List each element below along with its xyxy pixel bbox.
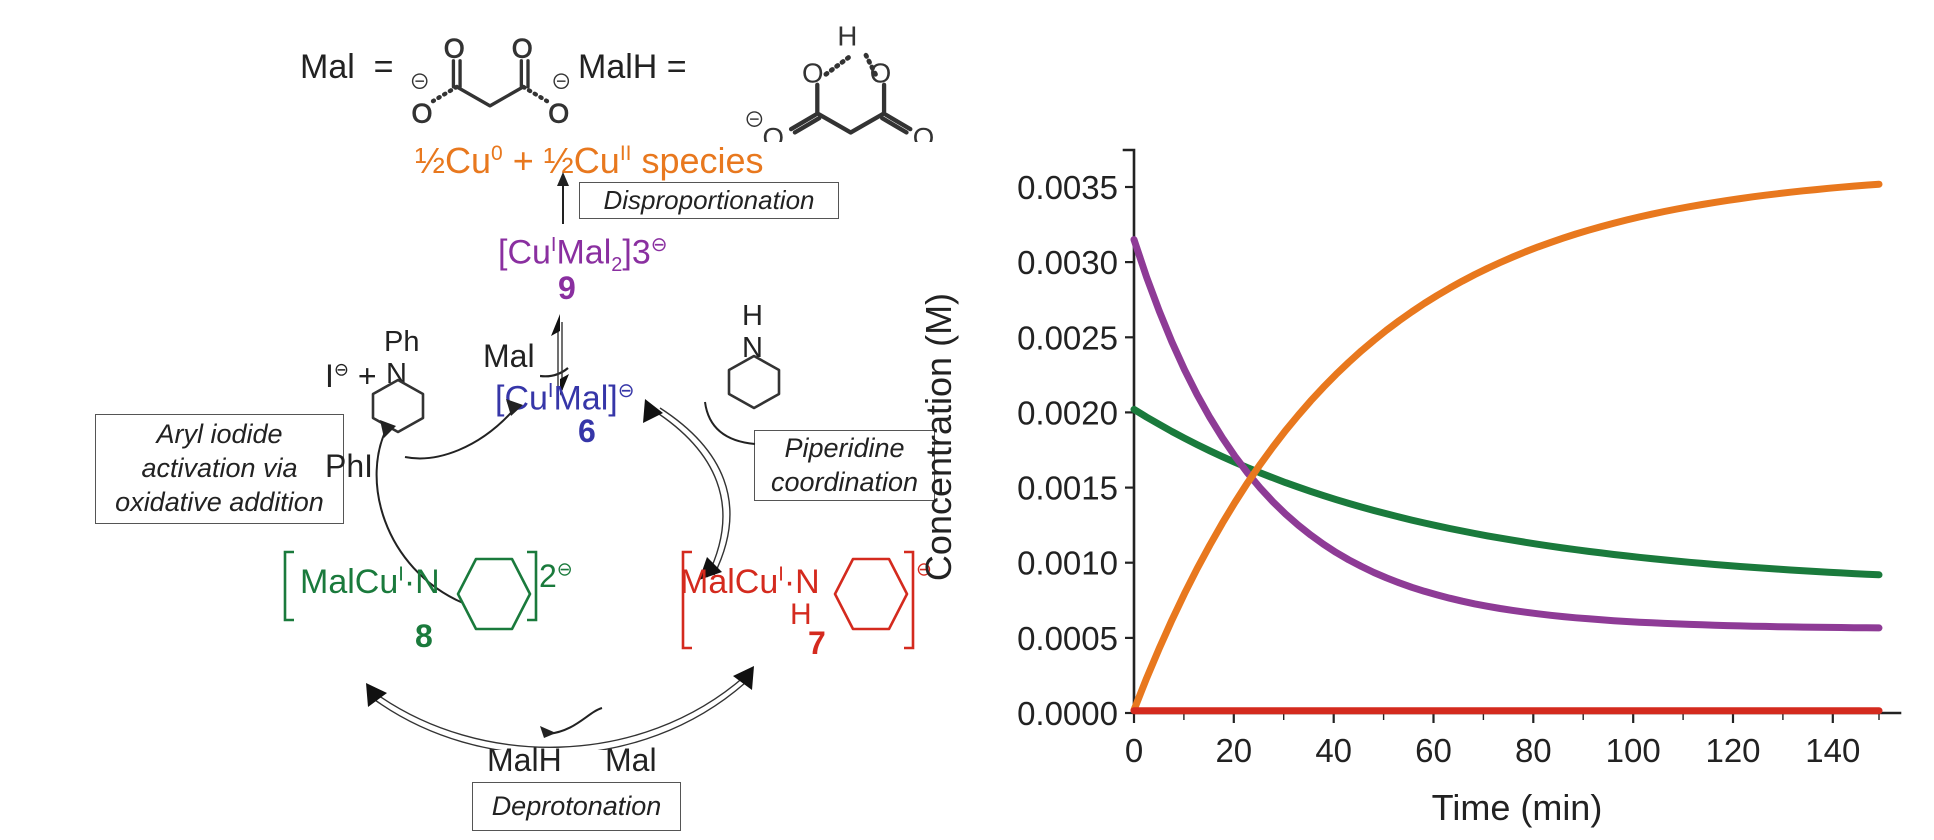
svg-text:Time (min): Time (min) xyxy=(1432,787,1603,828)
svg-text:O: O xyxy=(870,57,892,88)
svg-text:O: O xyxy=(802,57,824,88)
svg-text:0.0005: 0.0005 xyxy=(1017,620,1118,657)
svg-text:O: O xyxy=(512,33,533,63)
svg-text:0.0020: 0.0020 xyxy=(1017,394,1118,431)
svg-text:O: O xyxy=(444,33,465,63)
svg-text:80: 80 xyxy=(1515,732,1552,769)
svg-text:O: O xyxy=(548,99,569,125)
svg-text:0.0000: 0.0000 xyxy=(1017,695,1118,732)
svg-text:120: 120 xyxy=(1705,732,1760,769)
svg-text:100: 100 xyxy=(1606,732,1661,769)
svg-text:O: O xyxy=(913,122,935,142)
svg-text:0.0025: 0.0025 xyxy=(1017,319,1118,356)
svg-text:O: O xyxy=(412,99,433,125)
svg-text:0.0030: 0.0030 xyxy=(1017,244,1118,281)
svg-text:H: H xyxy=(837,21,857,52)
svg-text:0.0035: 0.0035 xyxy=(1017,169,1118,206)
svg-text:O: O xyxy=(762,122,784,142)
svg-text:40: 40 xyxy=(1315,732,1352,769)
svg-text:0.0010: 0.0010 xyxy=(1017,545,1118,582)
svg-text:0: 0 xyxy=(1125,732,1143,769)
svg-text:140: 140 xyxy=(1805,732,1860,769)
svg-text:60: 60 xyxy=(1415,732,1452,769)
svg-text:0.0015: 0.0015 xyxy=(1017,470,1118,507)
svg-text:20: 20 xyxy=(1215,732,1252,769)
